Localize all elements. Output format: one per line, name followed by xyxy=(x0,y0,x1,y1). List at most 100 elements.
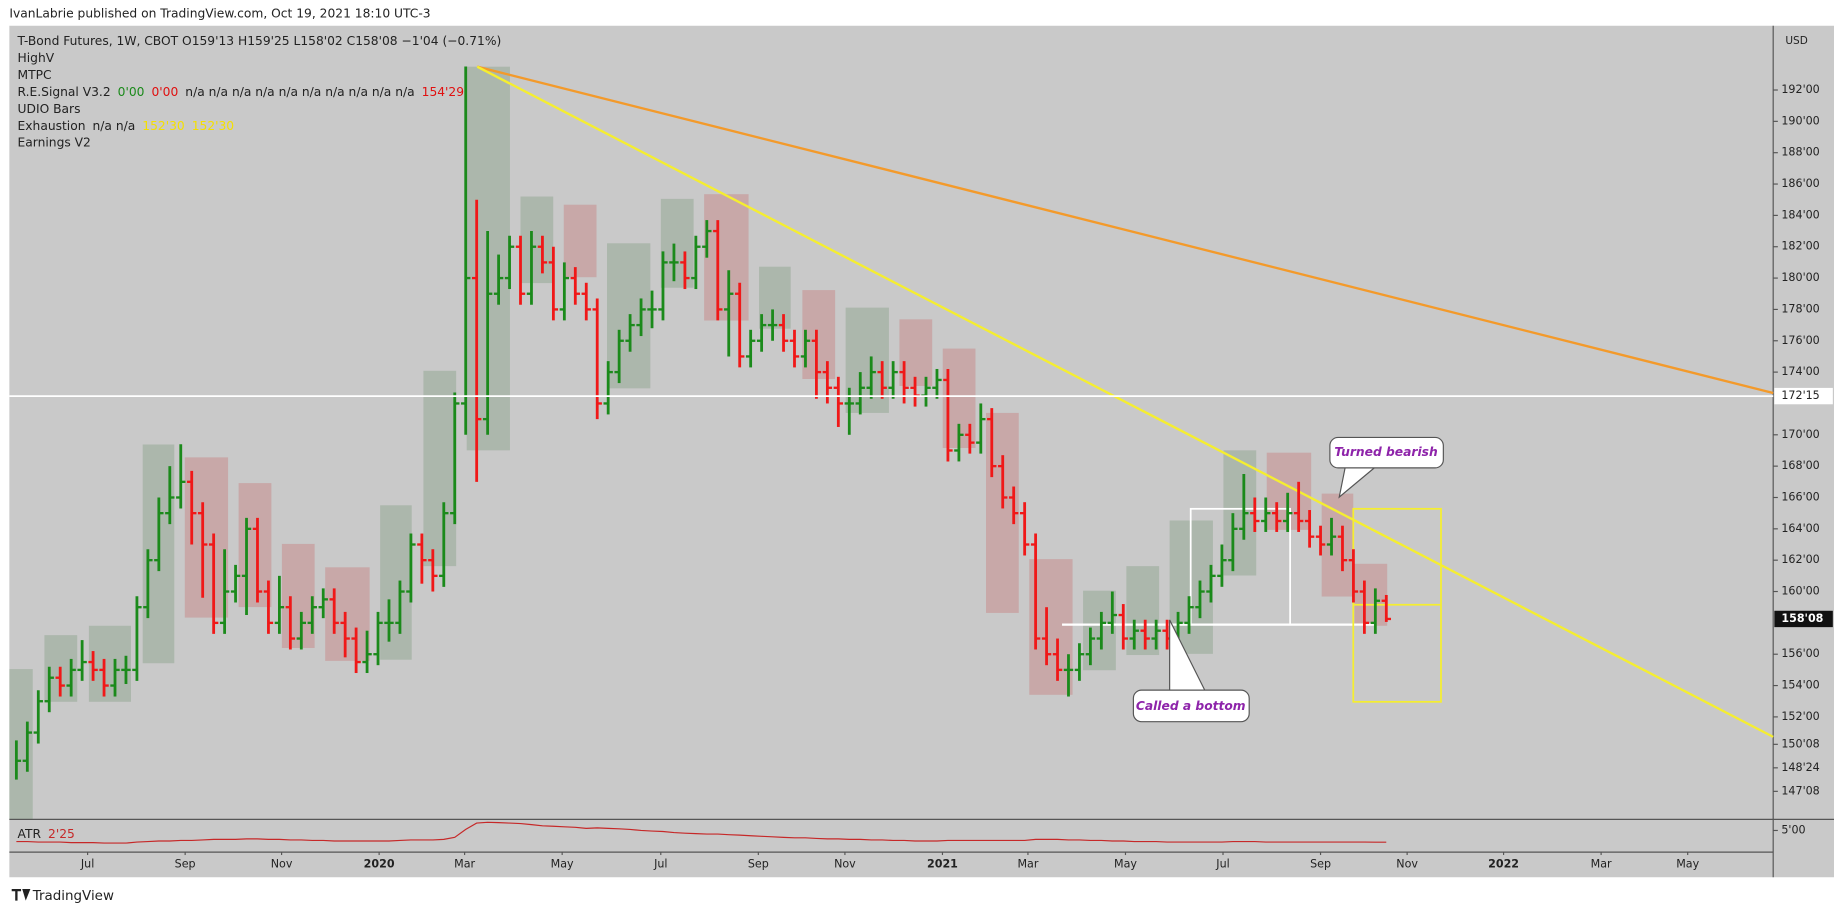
y-tick-label: 147'08 xyxy=(1781,784,1819,797)
y-tick-label: 170'00 xyxy=(1781,428,1819,441)
y-tick-label: 160'00 xyxy=(1781,585,1819,598)
x-tick-label: Nov xyxy=(1396,857,1418,870)
y-tick-label: 192'00 xyxy=(1781,83,1819,96)
legend-part: 154'29 xyxy=(422,84,464,98)
price-bars xyxy=(14,66,1391,780)
legend-part: UDIO Bars xyxy=(18,101,81,115)
x-tick-label: 2022 xyxy=(1488,857,1519,870)
signal-box xyxy=(1083,590,1116,671)
legend-part: 152'30 xyxy=(192,118,234,132)
legend-row: Exhaustion n/a n/a 152'30 152'30 xyxy=(18,118,235,132)
drawings xyxy=(476,65,1774,738)
legend-row: T-Bond Futures, 1W, CBOT O159'13 H159'25… xyxy=(17,33,502,47)
signal-boxes xyxy=(9,66,1388,819)
tv-logo xyxy=(11,888,31,901)
legend-part: MTPC xyxy=(18,67,52,81)
annotation: Called a bottom xyxy=(1136,699,1246,713)
x-tick-label: Sep xyxy=(1310,857,1331,870)
y-tick-label: 154'00 xyxy=(1781,679,1819,692)
signal-box xyxy=(1354,563,1388,626)
callout-box xyxy=(1329,436,1444,469)
legend-part: n/a n/a n/a n/a n/a n/a n/a n/a n/a n/a xyxy=(185,84,414,98)
signal-box xyxy=(607,243,651,389)
y-tick-label: 186'00 xyxy=(1781,177,1819,190)
x-tick-label: Sep xyxy=(175,857,196,870)
legend-part: n/a n/a xyxy=(93,118,136,132)
legend-part: 0'00 xyxy=(118,84,145,98)
callout-pointer xyxy=(1169,619,1206,691)
y-tick-label: 182'00 xyxy=(1781,240,1819,253)
y-tick-label: 152'00 xyxy=(1781,710,1819,723)
y-tick-label: 180'00 xyxy=(1781,271,1819,284)
signal-box xyxy=(281,543,315,649)
x-tick-label: Jul xyxy=(653,857,667,870)
signal-box xyxy=(380,505,412,660)
x-tick-label: Jul xyxy=(1215,857,1229,870)
level-label: 172'15 xyxy=(1781,389,1819,402)
last-price-label: 158'08 xyxy=(1781,612,1823,625)
x-tick-label: Nov xyxy=(834,857,856,870)
x-tick-label: 2020 xyxy=(364,857,395,870)
legend-part: 0'00 xyxy=(151,84,178,98)
y-tick-label: 148'24 xyxy=(1781,761,1819,774)
legend-part: T-Bond Futures, 1W, CBOT O159'13 H159'25… xyxy=(17,33,502,47)
signal-box xyxy=(423,370,457,567)
x-tick-label: Sep xyxy=(748,857,769,870)
callouts: Turned bearish Called a bottom xyxy=(1132,436,1444,723)
x-tick-label: May xyxy=(1676,857,1699,870)
level-label-bg xyxy=(1774,387,1833,405)
y-tick-label: 166'00 xyxy=(1781,490,1819,503)
x-tick-label: 2021 xyxy=(927,857,958,870)
legend-part: HighV xyxy=(18,50,55,64)
x-tick-label: May xyxy=(551,857,574,870)
yellow-trendline xyxy=(476,65,1774,738)
signal-box xyxy=(1321,493,1354,597)
signal-box xyxy=(1126,566,1160,656)
legend-part: Earnings V2 xyxy=(18,135,91,149)
signal-box xyxy=(520,196,554,284)
orange-trendline xyxy=(476,65,1774,395)
legend: T-Bond Futures, 1W, CBOT O159'13 H159'25… xyxy=(17,33,502,149)
y-tick-label: 164'00 xyxy=(1781,522,1819,535)
x-tick-label: Mar xyxy=(1017,857,1038,870)
signal-box xyxy=(563,204,597,278)
y-tick-label: 162'00 xyxy=(1781,553,1819,566)
signal-box xyxy=(88,625,131,702)
y-tick-label: 156'00 xyxy=(1781,647,1819,660)
y-tick-label: 178'00 xyxy=(1781,302,1819,315)
y-tick-label: 190'00 xyxy=(1781,114,1819,127)
y-tick-label: 184'00 xyxy=(1781,208,1819,221)
atr-tick-label: 5'00 xyxy=(1781,823,1805,836)
signal-box xyxy=(704,194,749,321)
x-tick-label: Mar xyxy=(1591,857,1612,870)
signal-box xyxy=(759,266,791,329)
chart-background xyxy=(9,25,1834,878)
atr-line xyxy=(16,821,1387,844)
signal-box xyxy=(660,198,694,288)
x-tick-label: Nov xyxy=(271,857,293,870)
legend-part: Exhaustion xyxy=(18,118,86,132)
signal-box xyxy=(325,567,370,661)
x-tick-label: Jul xyxy=(80,857,94,870)
y-tick-label: 176'00 xyxy=(1781,334,1819,347)
atr-name: ATR xyxy=(18,826,42,840)
annotation: Turned bearish xyxy=(1334,445,1438,459)
y-tick-label: 174'00 xyxy=(1781,365,1819,378)
signal-box xyxy=(238,483,272,608)
legend-part: 152'30 xyxy=(142,118,184,132)
x-tick-label: Mar xyxy=(454,857,475,870)
last-price-bg xyxy=(1774,610,1833,628)
y-tick-label: 150'08 xyxy=(1781,737,1819,750)
signal-box xyxy=(9,669,33,819)
signal-box xyxy=(802,290,836,379)
legend-row: UDIO Bars xyxy=(18,101,81,115)
legend-row: HighV xyxy=(18,50,55,64)
callout-pointer xyxy=(1338,467,1375,499)
y-tick-label: 188'00 xyxy=(1781,146,1819,159)
atr-value: 2'25 xyxy=(48,826,75,840)
legend-row: MTPC xyxy=(18,67,52,81)
currency: USD xyxy=(1785,35,1807,47)
y-tick-label: 168'00 xyxy=(1781,459,1819,472)
